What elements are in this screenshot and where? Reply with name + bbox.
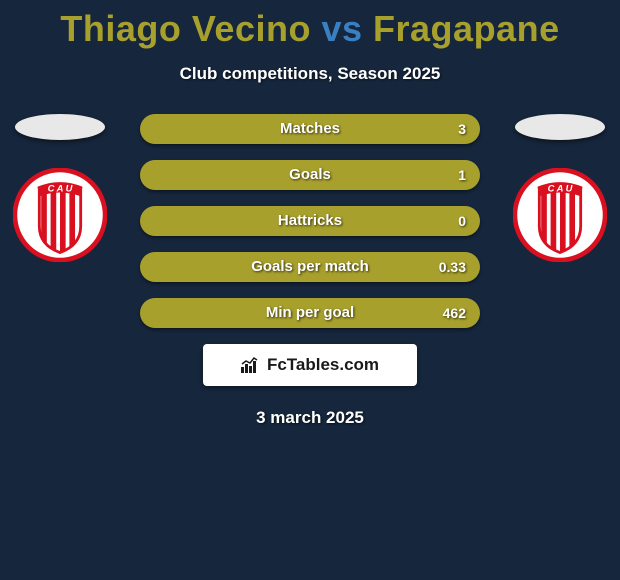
stat-row: Goals1 (140, 160, 480, 190)
brand-box[interactable]: FcTables.com (203, 344, 417, 386)
stat-row: Goals per match0.33 (140, 252, 480, 282)
brand-label: FcTables.com (267, 355, 379, 375)
stat-label: Min per goal (140, 298, 480, 328)
comparison-panel: C A U C A U Matches3 (0, 114, 620, 328)
title-vs: vs (321, 8, 362, 49)
stat-row: Hattricks0 (140, 206, 480, 236)
stat-value-right: 0.33 (439, 252, 466, 282)
player-left-photo-placeholder (15, 114, 105, 140)
stat-value-right: 3 (458, 114, 466, 144)
stat-label: Goals per match (140, 252, 480, 282)
page-title: Thiago Vecino vs Fragapane (0, 0, 620, 50)
stat-value-right: 1 (458, 160, 466, 190)
player-right-club-badge: C A U (513, 168, 607, 262)
player-right-photo-placeholder (515, 114, 605, 140)
stat-label: Goals (140, 160, 480, 190)
chart-icon (241, 357, 261, 373)
stat-value-right: 462 (443, 298, 466, 328)
stat-row: Matches3 (140, 114, 480, 144)
title-player1: Thiago Vecino (60, 8, 311, 49)
stat-label: Hattricks (140, 206, 480, 236)
stat-label: Matches (140, 114, 480, 144)
stats-list: Matches3Goals1Hattricks0Goals per match0… (140, 114, 480, 328)
player-left-column: C A U (10, 114, 110, 262)
date-label: 3 march 2025 (0, 408, 620, 428)
player-left-club-badge: C A U (13, 168, 107, 262)
subtitle: Club competitions, Season 2025 (0, 64, 620, 84)
title-player2: Fragapane (373, 8, 560, 49)
stat-row: Min per goal462 (140, 298, 480, 328)
stat-value-right: 0 (458, 206, 466, 236)
player-right-column: C A U (510, 114, 610, 262)
svg-text:C A U: C A U (48, 183, 73, 194)
svg-text:C A U: C A U (548, 183, 573, 194)
